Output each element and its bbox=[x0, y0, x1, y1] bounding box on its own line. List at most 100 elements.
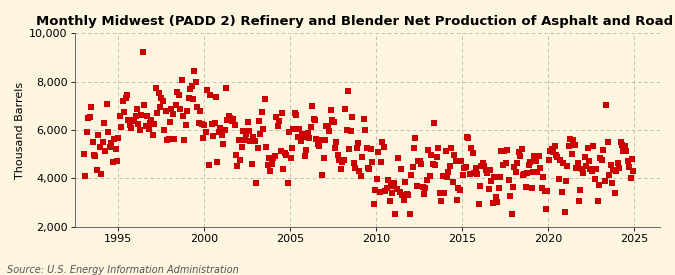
Point bbox=[314, 144, 325, 148]
Point bbox=[200, 130, 211, 134]
Point bbox=[616, 142, 627, 147]
Point bbox=[186, 83, 197, 88]
Point bbox=[476, 163, 487, 168]
Point bbox=[456, 158, 466, 163]
Point bbox=[569, 143, 580, 148]
Point bbox=[262, 163, 273, 167]
Point bbox=[520, 185, 531, 190]
Point bbox=[523, 163, 534, 167]
Point bbox=[281, 153, 292, 157]
Point bbox=[387, 191, 398, 196]
Point bbox=[255, 132, 266, 137]
Point bbox=[196, 122, 207, 127]
Point bbox=[592, 199, 603, 203]
Point bbox=[467, 151, 478, 155]
Point bbox=[552, 155, 563, 160]
Point bbox=[107, 160, 118, 164]
Point bbox=[452, 198, 462, 202]
Point bbox=[167, 111, 178, 116]
Point bbox=[169, 137, 180, 141]
Point bbox=[185, 86, 196, 91]
Point bbox=[242, 120, 253, 125]
Point bbox=[624, 165, 634, 169]
Point bbox=[531, 159, 541, 164]
Y-axis label: Thousand Barrels: Thousand Barrels bbox=[15, 81, 25, 178]
Point bbox=[588, 144, 599, 149]
Point bbox=[441, 175, 452, 179]
Point bbox=[120, 96, 131, 100]
Point bbox=[406, 172, 416, 177]
Point bbox=[367, 160, 378, 165]
Point bbox=[416, 161, 427, 166]
Point bbox=[361, 146, 372, 150]
Point bbox=[597, 158, 608, 163]
Point bbox=[153, 90, 164, 95]
Point bbox=[192, 105, 202, 110]
Point bbox=[319, 138, 330, 142]
Point bbox=[199, 123, 210, 127]
Point bbox=[356, 173, 367, 178]
Point bbox=[508, 185, 518, 189]
Point bbox=[437, 174, 448, 178]
Point bbox=[411, 184, 422, 188]
Point bbox=[354, 169, 364, 174]
Point bbox=[211, 95, 221, 99]
Point bbox=[364, 167, 375, 172]
Point bbox=[179, 138, 190, 142]
Point bbox=[593, 183, 604, 187]
Point bbox=[417, 185, 428, 189]
Point bbox=[284, 130, 294, 134]
Point bbox=[575, 188, 586, 192]
Point bbox=[156, 96, 167, 101]
Point bbox=[203, 162, 214, 167]
Point bbox=[584, 159, 595, 164]
Point bbox=[313, 142, 323, 147]
Point bbox=[205, 93, 215, 97]
Point bbox=[607, 181, 618, 185]
Point bbox=[392, 187, 402, 191]
Point bbox=[178, 114, 188, 119]
Point bbox=[505, 193, 516, 198]
Point bbox=[218, 142, 229, 146]
Point bbox=[572, 161, 583, 165]
Point bbox=[159, 128, 169, 133]
Point bbox=[269, 154, 280, 158]
Point bbox=[458, 173, 468, 177]
Point bbox=[149, 122, 160, 127]
Point bbox=[421, 178, 432, 182]
Point bbox=[271, 115, 281, 119]
Point bbox=[311, 137, 322, 141]
Point bbox=[96, 172, 107, 177]
Point bbox=[208, 133, 219, 138]
Point bbox=[212, 160, 223, 164]
Point bbox=[213, 130, 224, 134]
Point bbox=[459, 166, 470, 170]
Point bbox=[358, 117, 369, 122]
Point bbox=[453, 186, 464, 190]
Point bbox=[489, 175, 500, 179]
Point bbox=[173, 92, 184, 97]
Point bbox=[82, 130, 92, 134]
Point bbox=[231, 153, 242, 158]
Point bbox=[100, 148, 111, 153]
Point bbox=[541, 207, 551, 211]
Point bbox=[97, 139, 108, 144]
Point bbox=[549, 144, 560, 148]
Point bbox=[140, 123, 151, 128]
Point bbox=[198, 136, 209, 140]
Point bbox=[509, 165, 520, 169]
Point bbox=[304, 136, 315, 141]
Point bbox=[622, 159, 633, 164]
Point bbox=[481, 167, 491, 172]
Point bbox=[331, 140, 342, 145]
Point bbox=[400, 180, 410, 185]
Point bbox=[535, 166, 545, 170]
Point bbox=[526, 185, 537, 190]
Point bbox=[605, 163, 616, 167]
Point bbox=[139, 103, 150, 107]
Point bbox=[295, 139, 306, 143]
Point bbox=[337, 160, 348, 164]
Point bbox=[414, 159, 425, 163]
Point bbox=[292, 135, 303, 139]
Point bbox=[608, 168, 619, 172]
